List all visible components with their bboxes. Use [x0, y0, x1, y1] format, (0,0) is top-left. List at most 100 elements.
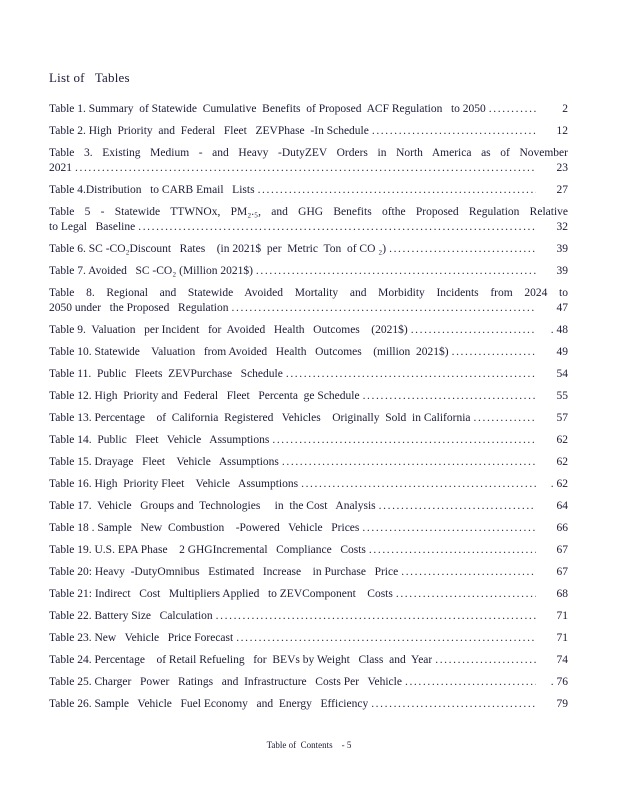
toc-entry-text: Table 4.Distribution to CARB Email Lists	[49, 184, 255, 196]
page-footer: Table of Contents - 5	[266, 740, 352, 750]
toc-entry-row: Table 6. SC -CO₂Discount Rates (in 2021$…	[49, 242, 568, 257]
toc-entry-text: Table 2. High Priority and Federal Fleet…	[49, 125, 369, 137]
toc-entry-row: to Legal Baseline 32	[49, 220, 568, 235]
toc-entry-row: Table 22. Battery Size Calculation 71	[49, 609, 568, 624]
toc-entry[interactable]: Table 19. U.S. EPA Phase 2 GHGIncrementa…	[49, 543, 568, 558]
toc-entry-row: Table 1. Summary of Statewide Cumulative…	[49, 102, 568, 117]
toc-page-number: 47	[556, 302, 569, 314]
toc-entry[interactable]: Table 2. High Priority and Federal Fleet…	[49, 124, 568, 139]
toc-page-number: 67	[556, 566, 569, 578]
toc-page-number: . 76	[550, 676, 568, 688]
toc-entry[interactable]: Table 10. Statewide Valuation from Avoid…	[49, 345, 568, 360]
toc-entry[interactable]: Table 11. Public Fleets ZEVPurchase Sche…	[49, 367, 568, 382]
toc-entry[interactable]: Table 6. SC -CO₂Discount Rates (in 2021$…	[49, 242, 568, 257]
toc-entry[interactable]: Table 17. Vehicle Groups and Technologie…	[49, 499, 568, 514]
toc-page-number: 71	[556, 610, 569, 622]
toc-page-number: 74	[556, 654, 569, 666]
toc-entry[interactable]: Table 20: Heavy -DutyOmnibus Estimated I…	[49, 565, 568, 580]
toc-entry[interactable]: Table 21: Indirect Cost Multipliers Appl…	[49, 587, 568, 602]
toc-leader-dots	[298, 477, 536, 492]
toc-entry-row: Table 26. Sample Vehicle Fuel Economy an…	[49, 697, 568, 712]
toc-page-number: . 62	[550, 478, 568, 490]
toc-page-number: 23	[556, 162, 569, 174]
toc-entry-row: Table 24. Percentage of Retail Refueling…	[49, 653, 568, 668]
toc-entry[interactable]: Table 13. Percentage of California Regis…	[49, 411, 568, 426]
toc-page-number: 71	[556, 632, 569, 644]
toc-leader-dots	[213, 609, 536, 624]
toc-entry-text: Table 19. U.S. EPA Phase 2 GHGIncrementa…	[49, 544, 366, 556]
toc-entry[interactable]: Table 1. Summary of Statewide Cumulative…	[49, 102, 568, 117]
toc-leader-dots	[432, 653, 536, 668]
toc-page-number: 62	[556, 434, 569, 446]
toc-entry-row: Table 9. Valuation per Incident for Avoi…	[49, 323, 568, 338]
toc-entry-row: Table 16. High Priority Fleet Vehicle As…	[49, 477, 568, 492]
toc-leader-dots	[408, 323, 536, 338]
toc-leader-dots	[398, 565, 536, 580]
table-of-contents: Table 1. Summary of Statewide Cumulative…	[49, 102, 568, 712]
toc-page-number: 68	[556, 588, 569, 600]
toc-entry[interactable]: Table 16. High Priority Fleet Vehicle As…	[49, 477, 568, 492]
toc-entry-text: Table 1. Summary of Statewide Cumulative…	[49, 103, 486, 115]
toc-entry-text-line1: Table 5 - Statewide TTWNOx, PM₂.₅, and G…	[49, 206, 568, 218]
toc-entry[interactable]: Table 4.Distribution to CARB Email Lists…	[49, 183, 568, 198]
toc-entry[interactable]: Table 9. Valuation per Incident for Avoi…	[49, 323, 568, 338]
toc-entry-row: Table 11. Public Fleets ZEVPurchase Sche…	[49, 367, 568, 382]
toc-page-number: 32	[556, 221, 569, 233]
toc-page-number: 57	[556, 412, 569, 424]
toc-page-number: . 48	[550, 324, 568, 336]
toc-entry[interactable]: Table 22. Battery Size Calculation 71	[49, 609, 568, 624]
toc-entry[interactable]: Table 14. Public Fleet Vehicle Assumptio…	[49, 433, 568, 448]
toc-entry[interactable]: Table 5 - Statewide TTWNOx, PM₂.₅, and G…	[49, 205, 568, 235]
toc-page-number: 64	[556, 500, 569, 512]
toc-leader-dots	[255, 183, 536, 198]
toc-entry-row: Table 18 . Sample New Combustion -Powere…	[49, 521, 568, 536]
toc-leader-dots	[359, 521, 536, 536]
toc-leader-dots	[360, 389, 536, 404]
toc-entry-row: Table 25. Charger Power Ratings and Infr…	[49, 675, 568, 690]
toc-entry-row: Table 7. Avoided SC -CO₂ (Million 2021$)…	[49, 264, 568, 279]
toc-leader-dots	[279, 455, 536, 470]
toc-page-number: 54	[556, 368, 569, 380]
toc-entry[interactable]: Table 3. Existing Medium - and Heavy -Du…	[49, 146, 568, 176]
toc-leader-dots	[369, 124, 536, 139]
page-title: List of Tables	[49, 70, 130, 85]
toc-entry[interactable]: Table 23. New Vehicle Price Forecast 71	[49, 631, 568, 646]
toc-entry-row: Table 10. Statewide Valuation from Avoid…	[49, 345, 568, 360]
toc-entry[interactable]: Table 12. High Priority and Federal Flee…	[49, 389, 568, 404]
toc-leader-dots	[229, 301, 536, 316]
toc-leader-dots	[368, 697, 536, 712]
toc-page-number: 39	[556, 265, 569, 277]
toc-entry-text: Table 23. New Vehicle Price Forecast	[49, 632, 234, 644]
toc-entry[interactable]: Table 15. Drayage Fleet Vehicle Assumpti…	[49, 455, 568, 470]
toc-entry[interactable]: Table 8. Regional and Statewide Avoided …	[49, 286, 568, 316]
toc-entry-text: Table 17. Vehicle Groups and Technologie…	[49, 500, 376, 512]
toc-leader-dots	[486, 102, 536, 117]
toc-page-number: 55	[556, 390, 569, 402]
toc-leader-dots	[386, 242, 536, 257]
toc-entry[interactable]: Table 18 . Sample New Combustion -Powere…	[49, 521, 568, 536]
toc-entry[interactable]: Table 26. Sample Vehicle Fuel Economy an…	[49, 697, 568, 712]
toc-entry-text: Table 7. Avoided SC -CO₂ (Million 2021$)	[49, 265, 253, 277]
toc-entry[interactable]: Table 25. Charger Power Ratings and Infr…	[49, 675, 568, 690]
toc-entry-row: Table 19. U.S. EPA Phase 2 GHGIncrementa…	[49, 543, 568, 558]
toc-leader-dots	[393, 587, 536, 602]
toc-page-number: 79	[556, 698, 569, 710]
toc-entry-row: 2050 under the Proposed Regulation 47	[49, 301, 568, 316]
toc-page-number: 27	[556, 184, 569, 196]
toc-entry-text: Table 25. Charger Power Ratings and Infr…	[49, 676, 402, 688]
toc-entry-text: Table 14. Public Fleet Vehicle Assumptio…	[49, 434, 270, 446]
toc-leader-dots	[376, 499, 536, 514]
toc-entry-text: Table 22. Battery Size Calculation	[49, 610, 213, 622]
toc-entry[interactable]: Table 24. Percentage of Retail Refueling…	[49, 653, 568, 668]
toc-entry-row: Table 4.Distribution to CARB Email Lists…	[49, 183, 568, 198]
toc-entry-text: 2021	[49, 162, 72, 174]
toc-page-number: 39	[556, 243, 569, 255]
toc-page-number: 2	[562, 103, 568, 115]
toc-leader-dots	[135, 220, 536, 235]
toc-entry-text: to Legal Baseline	[49, 221, 136, 233]
toc-entry-row: Table 21: Indirect Cost Multipliers Appl…	[49, 587, 568, 602]
toc-entry-row: Table 15. Drayage Fleet Vehicle Assumpti…	[49, 455, 568, 470]
toc-entry[interactable]: Table 7. Avoided SC -CO₂ (Million 2021$)…	[49, 264, 568, 279]
toc-entry-row: Table 13. Percentage of California Regis…	[49, 411, 568, 426]
